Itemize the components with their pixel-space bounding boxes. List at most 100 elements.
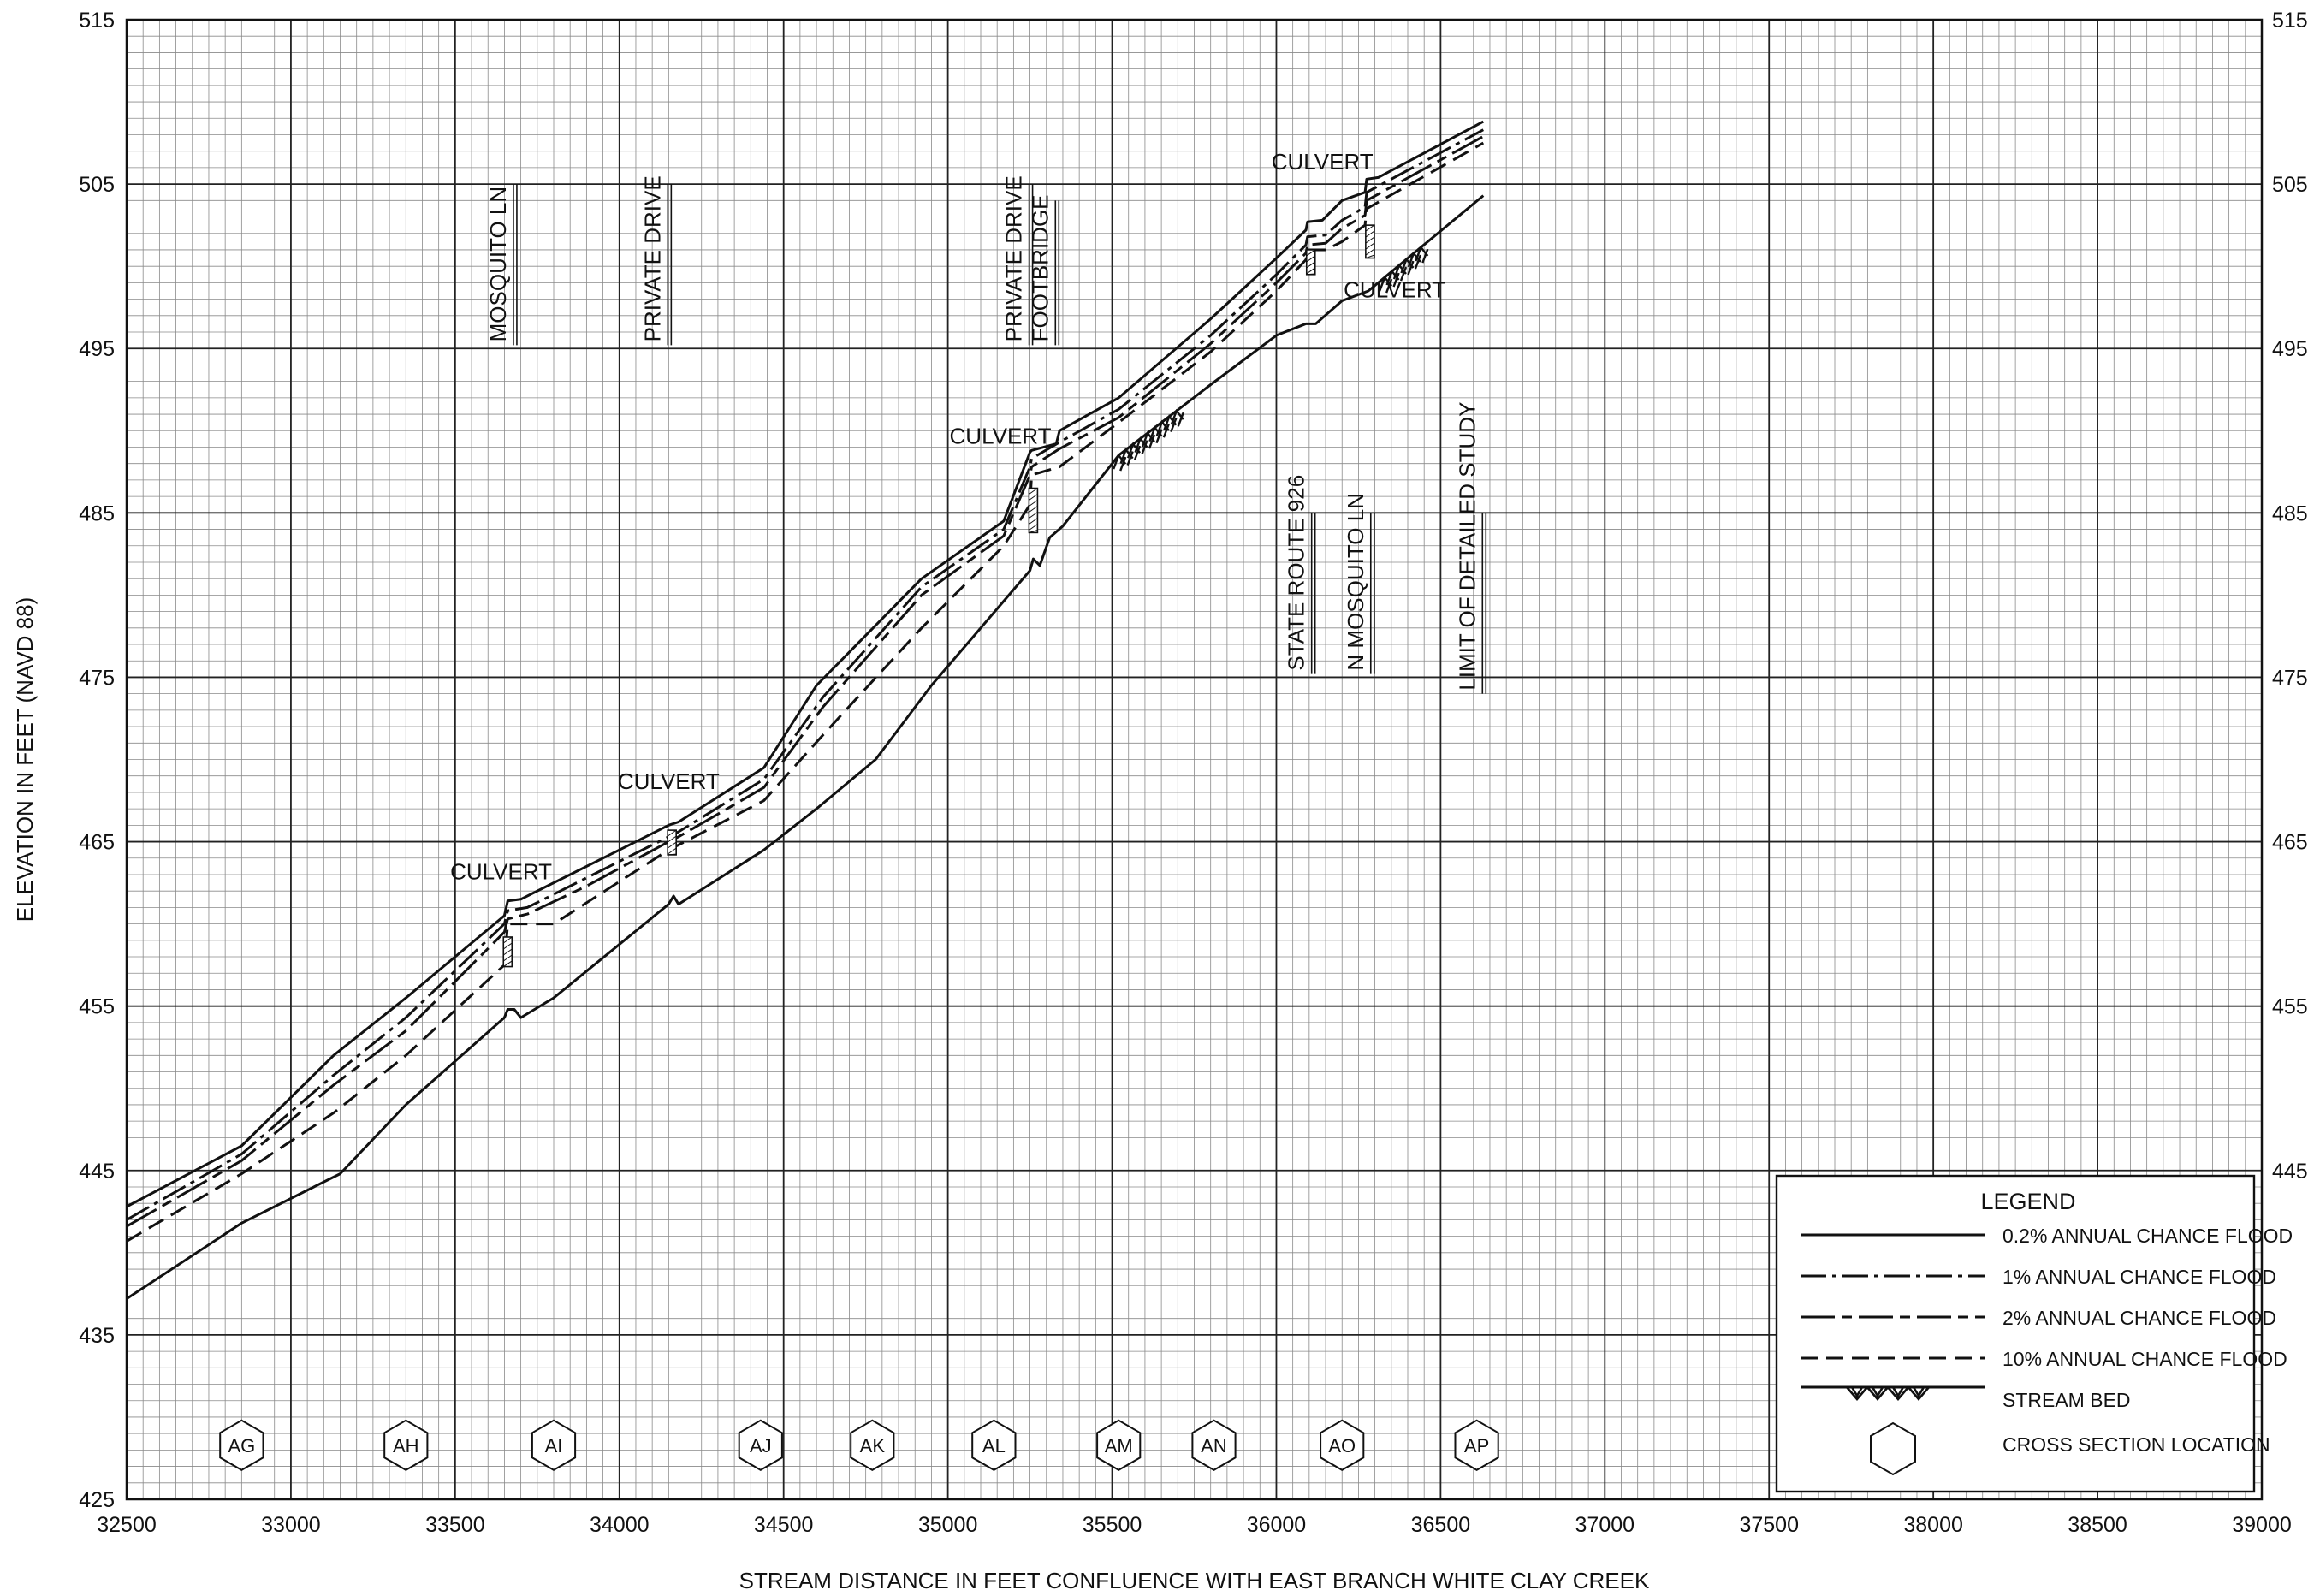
cross-section-id: AP bbox=[1464, 1435, 1489, 1457]
cross-section-id: AI bbox=[545, 1435, 563, 1457]
y-tick-label: 445 bbox=[79, 1160, 115, 1184]
culvert-label: CULVERT bbox=[618, 768, 720, 794]
y-tick-label: 485 bbox=[79, 501, 115, 525]
cross-section-marker: AL bbox=[971, 1419, 1017, 1471]
structure-hatch-lines bbox=[1365, 224, 1375, 259]
right-y-tick-label: 485 bbox=[2272, 501, 2308, 525]
x-tick-label: 32500 bbox=[97, 1513, 157, 1537]
y-tick-label: 455 bbox=[79, 995, 115, 1019]
legend-label: 1% ANNUAL CHANCE FLOOD bbox=[2003, 1266, 2276, 1288]
legend-entry: 1% ANNUAL CHANCE FLOOD bbox=[1801, 1266, 2276, 1288]
hatch-layer bbox=[502, 224, 1429, 968]
right-y-tick-label: 505 bbox=[2272, 173, 2308, 197]
series-2-annual-chance-flood bbox=[126, 135, 1485, 1228]
legend-title: LEGEND bbox=[1980, 1189, 2075, 1214]
structure-label: LIMIT OF DETAILED STUDY bbox=[1454, 402, 1487, 694]
right-y-tick-label: 455 bbox=[2272, 995, 2308, 1019]
cross-section-marker: AH bbox=[383, 1419, 429, 1471]
tick-labels: 32500 33000 33500 34000 34500 35000 35500 36000… bbox=[79, 9, 2307, 1537]
structure-label-text: PRIVATE DRIVE bbox=[639, 175, 665, 341]
legend-streambed-hatch bbox=[1846, 1386, 1930, 1401]
cross-section-hexagon bbox=[971, 1419, 1017, 1471]
structure-hatch-lines bbox=[502, 936, 513, 967]
right-y-tick-label: 495 bbox=[2272, 337, 2308, 361]
cross-section-id: AG bbox=[228, 1435, 255, 1457]
cross-section-id: AN bbox=[1201, 1435, 1227, 1457]
cross-section-marker: AO bbox=[1320, 1419, 1365, 1471]
cross-section-hexagon bbox=[219, 1419, 264, 1471]
structure-label: MOSQUITO LN bbox=[485, 184, 518, 346]
structure-label: PRIVATE DRIVE bbox=[639, 175, 673, 346]
structure-hatch-lines bbox=[1029, 488, 1038, 533]
cross-section-id: AK bbox=[860, 1435, 886, 1457]
structure-hatch-lines bbox=[1306, 249, 1316, 276]
structure-hatch bbox=[1305, 249, 1316, 276]
cross-section-marker: AP bbox=[1454, 1419, 1499, 1471]
right-y-tick-label: 445 bbox=[2272, 1160, 2308, 1184]
cross-section-hexagon bbox=[1096, 1419, 1142, 1471]
structure-label-text: N MOSQUITO LN bbox=[1343, 493, 1368, 671]
cross-section-hexagon bbox=[383, 1419, 429, 1471]
y-tick-label: 505 bbox=[79, 173, 115, 197]
structure-hatch bbox=[502, 936, 513, 968]
series-stream-bed bbox=[126, 194, 1485, 1300]
cross-section-marker: AI bbox=[531, 1419, 577, 1471]
structure-label-text: MOSQUITO LN bbox=[485, 187, 511, 342]
structure-hatch bbox=[1028, 487, 1039, 534]
structure-label-text: PRIVATE DRIVE bbox=[1001, 175, 1027, 341]
legend-entry: CROSS SECTION LOCATION bbox=[1870, 1421, 2270, 1476]
legend-label: CROSS SECTION LOCATION bbox=[2003, 1433, 2270, 1456]
x-axis-label: STREAM DISTANCE IN FEET CONFLUENCE WITH … bbox=[739, 1568, 1650, 1593]
y-axis-label: ELEVATION IN FEET (NAVD 88) bbox=[12, 597, 38, 923]
cross-section-marker: AM bbox=[1096, 1419, 1142, 1471]
cross-section-hexagon bbox=[850, 1419, 895, 1471]
legend: LEGEND 0.2% ANNUAL CHANCE FLOOD 1% ANNUAL … bbox=[1775, 1174, 2293, 1493]
x-tick-label: 36000 bbox=[1247, 1513, 1307, 1537]
structure-label-text: FOOTBRIDGE bbox=[1027, 194, 1053, 341]
culvert-label: CULVERT bbox=[450, 859, 552, 885]
series-0-2-annual-chance-flood bbox=[126, 120, 1485, 1208]
structure-hatch bbox=[1365, 224, 1375, 259]
cross-section-marker: AK bbox=[850, 1419, 895, 1471]
legend-entry: 10% ANNUAL CHANCE FLOOD bbox=[1801, 1348, 2287, 1370]
cross-section-hexagon bbox=[1191, 1419, 1237, 1471]
x-tick-label: 37500 bbox=[1739, 1513, 1799, 1537]
legend-hexagon-icon bbox=[1870, 1421, 1916, 1476]
x-tick-label: 33500 bbox=[425, 1513, 485, 1537]
cross-section-marker: AJ bbox=[738, 1419, 783, 1471]
series-1-annual-chance-flood bbox=[126, 128, 1485, 1221]
x-tick-label: 39000 bbox=[2232, 1513, 2292, 1537]
legend-box bbox=[1775, 1174, 2256, 1493]
structure-hatch bbox=[667, 829, 677, 856]
legend-label: 10% ANNUAL CHANCE FLOOD bbox=[2003, 1348, 2287, 1370]
right-y-tick-label: 515 bbox=[2272, 9, 2308, 33]
legend-label: 0.2% ANNUAL CHANCE FLOOD bbox=[2003, 1225, 2293, 1247]
cross-section-id: AO bbox=[1328, 1435, 1356, 1457]
structure-label: N MOSQUITO LN bbox=[1343, 493, 1375, 674]
legend-entry: 2% ANNUAL CHANCE FLOOD bbox=[1801, 1307, 2276, 1329]
legend-entry: STREAM BED bbox=[1801, 1385, 2131, 1411]
x-tick-label: 34000 bbox=[590, 1513, 650, 1537]
x-tick-label: 36500 bbox=[1411, 1513, 1471, 1537]
legend-label: STREAM BED bbox=[2003, 1389, 2131, 1411]
annotation-layer: CULVERT CULVERT CULVERT CULVERT CULVERT MOSQU… bbox=[450, 149, 1487, 885]
x-tick-label: 35500 bbox=[1083, 1513, 1142, 1537]
structure-label-text: LIMIT OF DETAILED STUDY bbox=[1454, 402, 1480, 691]
structure-box bbox=[1365, 224, 1375, 259]
cross-section-hexagon bbox=[738, 1419, 783, 1471]
y-tick-label: 495 bbox=[79, 337, 115, 361]
x-tick-label: 33000 bbox=[261, 1513, 321, 1537]
right-y-tick-label: 475 bbox=[2272, 666, 2308, 690]
x-tick-label: 37000 bbox=[1575, 1513, 1635, 1537]
structure-box bbox=[1028, 487, 1039, 534]
legend-label: 2% ANNUAL CHANCE FLOOD bbox=[2003, 1307, 2276, 1329]
x-tick-label: 38000 bbox=[1903, 1513, 1963, 1537]
cross-section-id: AH bbox=[393, 1435, 419, 1457]
x-tick-label: 35000 bbox=[918, 1513, 978, 1537]
cross-section-id: AJ bbox=[750, 1435, 772, 1457]
x-tick-label: 38500 bbox=[2068, 1513, 2127, 1537]
y-tick-label: 425 bbox=[79, 1488, 115, 1512]
y-tick-label: 475 bbox=[79, 666, 115, 690]
cross-section-layer: AG AH AI AJ AK AL AM AN AO AP bbox=[219, 1419, 1499, 1471]
